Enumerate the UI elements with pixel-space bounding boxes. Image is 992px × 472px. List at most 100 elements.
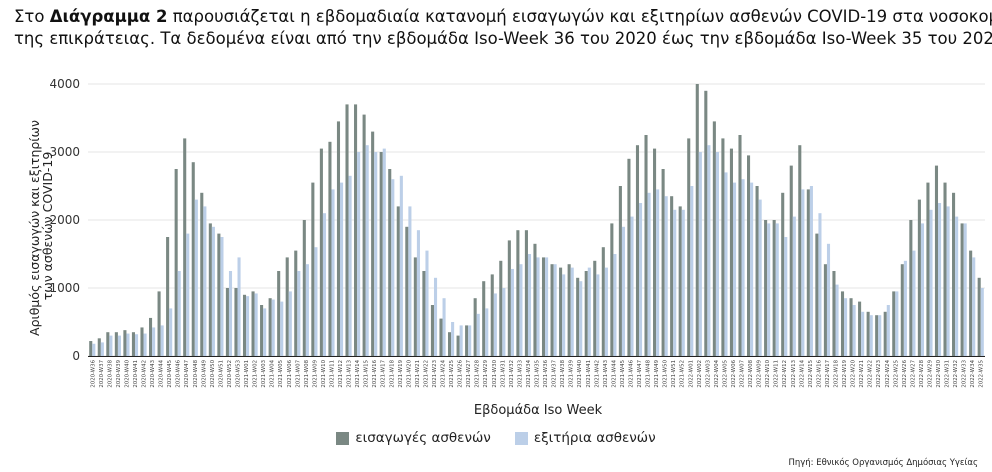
bar-admissions <box>593 260 597 356</box>
bar-discharges <box>169 308 173 356</box>
x-tick-label: 2021-W35 <box>535 360 541 388</box>
bar-discharges <box>314 247 318 356</box>
bar-admissions <box>883 311 887 356</box>
bar-discharges <box>639 203 643 356</box>
bar-admissions <box>507 240 511 356</box>
x-tick-label: 2022-W04 <box>714 359 720 387</box>
bar-admissions <box>815 233 819 356</box>
bar-admissions <box>499 260 503 356</box>
bar-admissions <box>200 192 204 356</box>
bar-admissions <box>225 288 229 356</box>
diagram-reference: Διάγραμμα 2 <box>49 7 168 26</box>
bar-discharges <box>878 315 882 356</box>
bar-admissions <box>926 182 930 356</box>
bar-discharges <box>322 213 327 356</box>
bar-discharges <box>912 250 916 356</box>
x-tick-label: 2022-W16 <box>816 359 822 387</box>
x-tick-label: 2021-W27 <box>466 360 472 388</box>
bar-discharges <box>331 189 335 356</box>
bar-admissions <box>866 311 870 356</box>
legend-label-discharges: εξιτήρια ασθενών <box>533 430 656 446</box>
bar-admissions <box>302 220 306 356</box>
bar-discharges <box>177 271 181 356</box>
bar-admissions <box>430 305 434 356</box>
bar-admissions <box>354 104 358 357</box>
bar-discharges <box>263 308 267 356</box>
bar-discharges <box>938 203 942 356</box>
bar-discharges <box>596 274 600 356</box>
bar-discharges <box>741 179 745 356</box>
y-tick-label: 0 <box>72 349 80 363</box>
x-tick-label: 2021-W32 <box>509 360 515 388</box>
x-tick-label: 2020-W36 <box>90 359 96 387</box>
bar-discharges <box>673 209 677 356</box>
x-tick-label: 2021-W51 <box>671 360 677 388</box>
bar-discharges <box>297 271 301 356</box>
y-tick-label: 2000 <box>49 213 80 227</box>
x-tick-label: 2021-W10 <box>321 359 327 387</box>
bar-discharges <box>886 305 890 356</box>
bar-admissions <box>328 141 332 356</box>
bar-admissions <box>157 291 161 356</box>
x-tick-label: 2022-W21 <box>859 360 865 388</box>
bar-discharges <box>562 274 566 356</box>
bar-admissions <box>131 332 135 356</box>
bar-admissions <box>319 148 323 356</box>
bar-discharges <box>724 172 728 356</box>
bar-discharges <box>707 145 711 356</box>
x-tick-label: 2021-W17 <box>381 360 387 388</box>
x-tick-label: 2021-W34 <box>526 359 532 387</box>
bar-admissions <box>747 155 751 356</box>
bar-admissions <box>242 294 247 356</box>
x-tick-label: 2022-W22 <box>868 360 874 388</box>
x-tick-label: 2022-W29 <box>927 359 933 387</box>
x-tick-label: 2020-W37 <box>99 360 105 388</box>
x-tick-label: 2020-W49 <box>201 359 207 387</box>
bar-admissions <box>798 145 802 356</box>
x-tick-label: 2021-W05 <box>278 360 284 388</box>
bar-admissions <box>89 341 93 356</box>
x-tick-labels: 2020-W36 2020-W37 2020-W38 2020-W39 2020-W40… <box>90 359 984 387</box>
bar-admissions <box>106 332 110 356</box>
bar-discharges <box>630 216 634 356</box>
bar-discharges <box>220 237 224 356</box>
x-tick-label: 2020-W45 <box>167 360 173 388</box>
bar-admissions <box>900 264 904 356</box>
bar-discharges <box>664 196 668 356</box>
bar-admissions <box>550 264 554 356</box>
x-tick-label: 2021-W48 <box>646 359 652 387</box>
x-tick-label: 2020-W47 <box>184 360 190 388</box>
bar-discharges <box>442 298 446 356</box>
bar-discharges <box>194 199 198 356</box>
bar-admissions <box>849 298 853 356</box>
x-tick-label: 2021-W02 <box>253 360 259 388</box>
bar-admissions <box>670 196 674 356</box>
x-tick-label: 2022-W34 <box>970 359 976 387</box>
bar-admissions <box>388 169 392 356</box>
bar-discharges <box>126 333 130 356</box>
x-tick-label: 2021-W03 <box>261 360 267 388</box>
x-tick-label: 2022-W15 <box>808 360 814 388</box>
bar-discharges <box>109 335 113 356</box>
source-note: Πηγή: Εθνικός Οργανισμός Δημόσιας Υγείας <box>788 458 978 468</box>
bar-discharges <box>792 216 796 356</box>
x-tick-label: 2021-W06 <box>287 359 293 387</box>
bar-discharges <box>647 192 651 356</box>
bar-discharges <box>946 206 950 356</box>
bar-discharges <box>613 254 617 356</box>
x-tick-label: 2021-W07 <box>295 360 301 388</box>
bar-discharges <box>972 257 976 356</box>
bar-admissions <box>208 223 212 356</box>
bar-admissions <box>909 220 913 356</box>
bar-admissions <box>473 298 477 356</box>
bar-admissions <box>336 121 341 357</box>
bar-discharges <box>715 152 719 356</box>
bar-discharges <box>408 206 412 356</box>
bar-discharges <box>100 342 104 356</box>
legend: εισαγωγές ασθενών εξιτήρια ασθενών <box>0 430 992 446</box>
bar-discharges <box>459 325 463 356</box>
bar-discharges <box>433 277 438 356</box>
x-tick-label: 2021-W25 <box>449 360 455 388</box>
intro-line-1: Στο Διάγραμμα 2 παρουσιάζεται η εβδομαδι… <box>14 7 992 26</box>
bar-admissions <box>413 257 417 356</box>
